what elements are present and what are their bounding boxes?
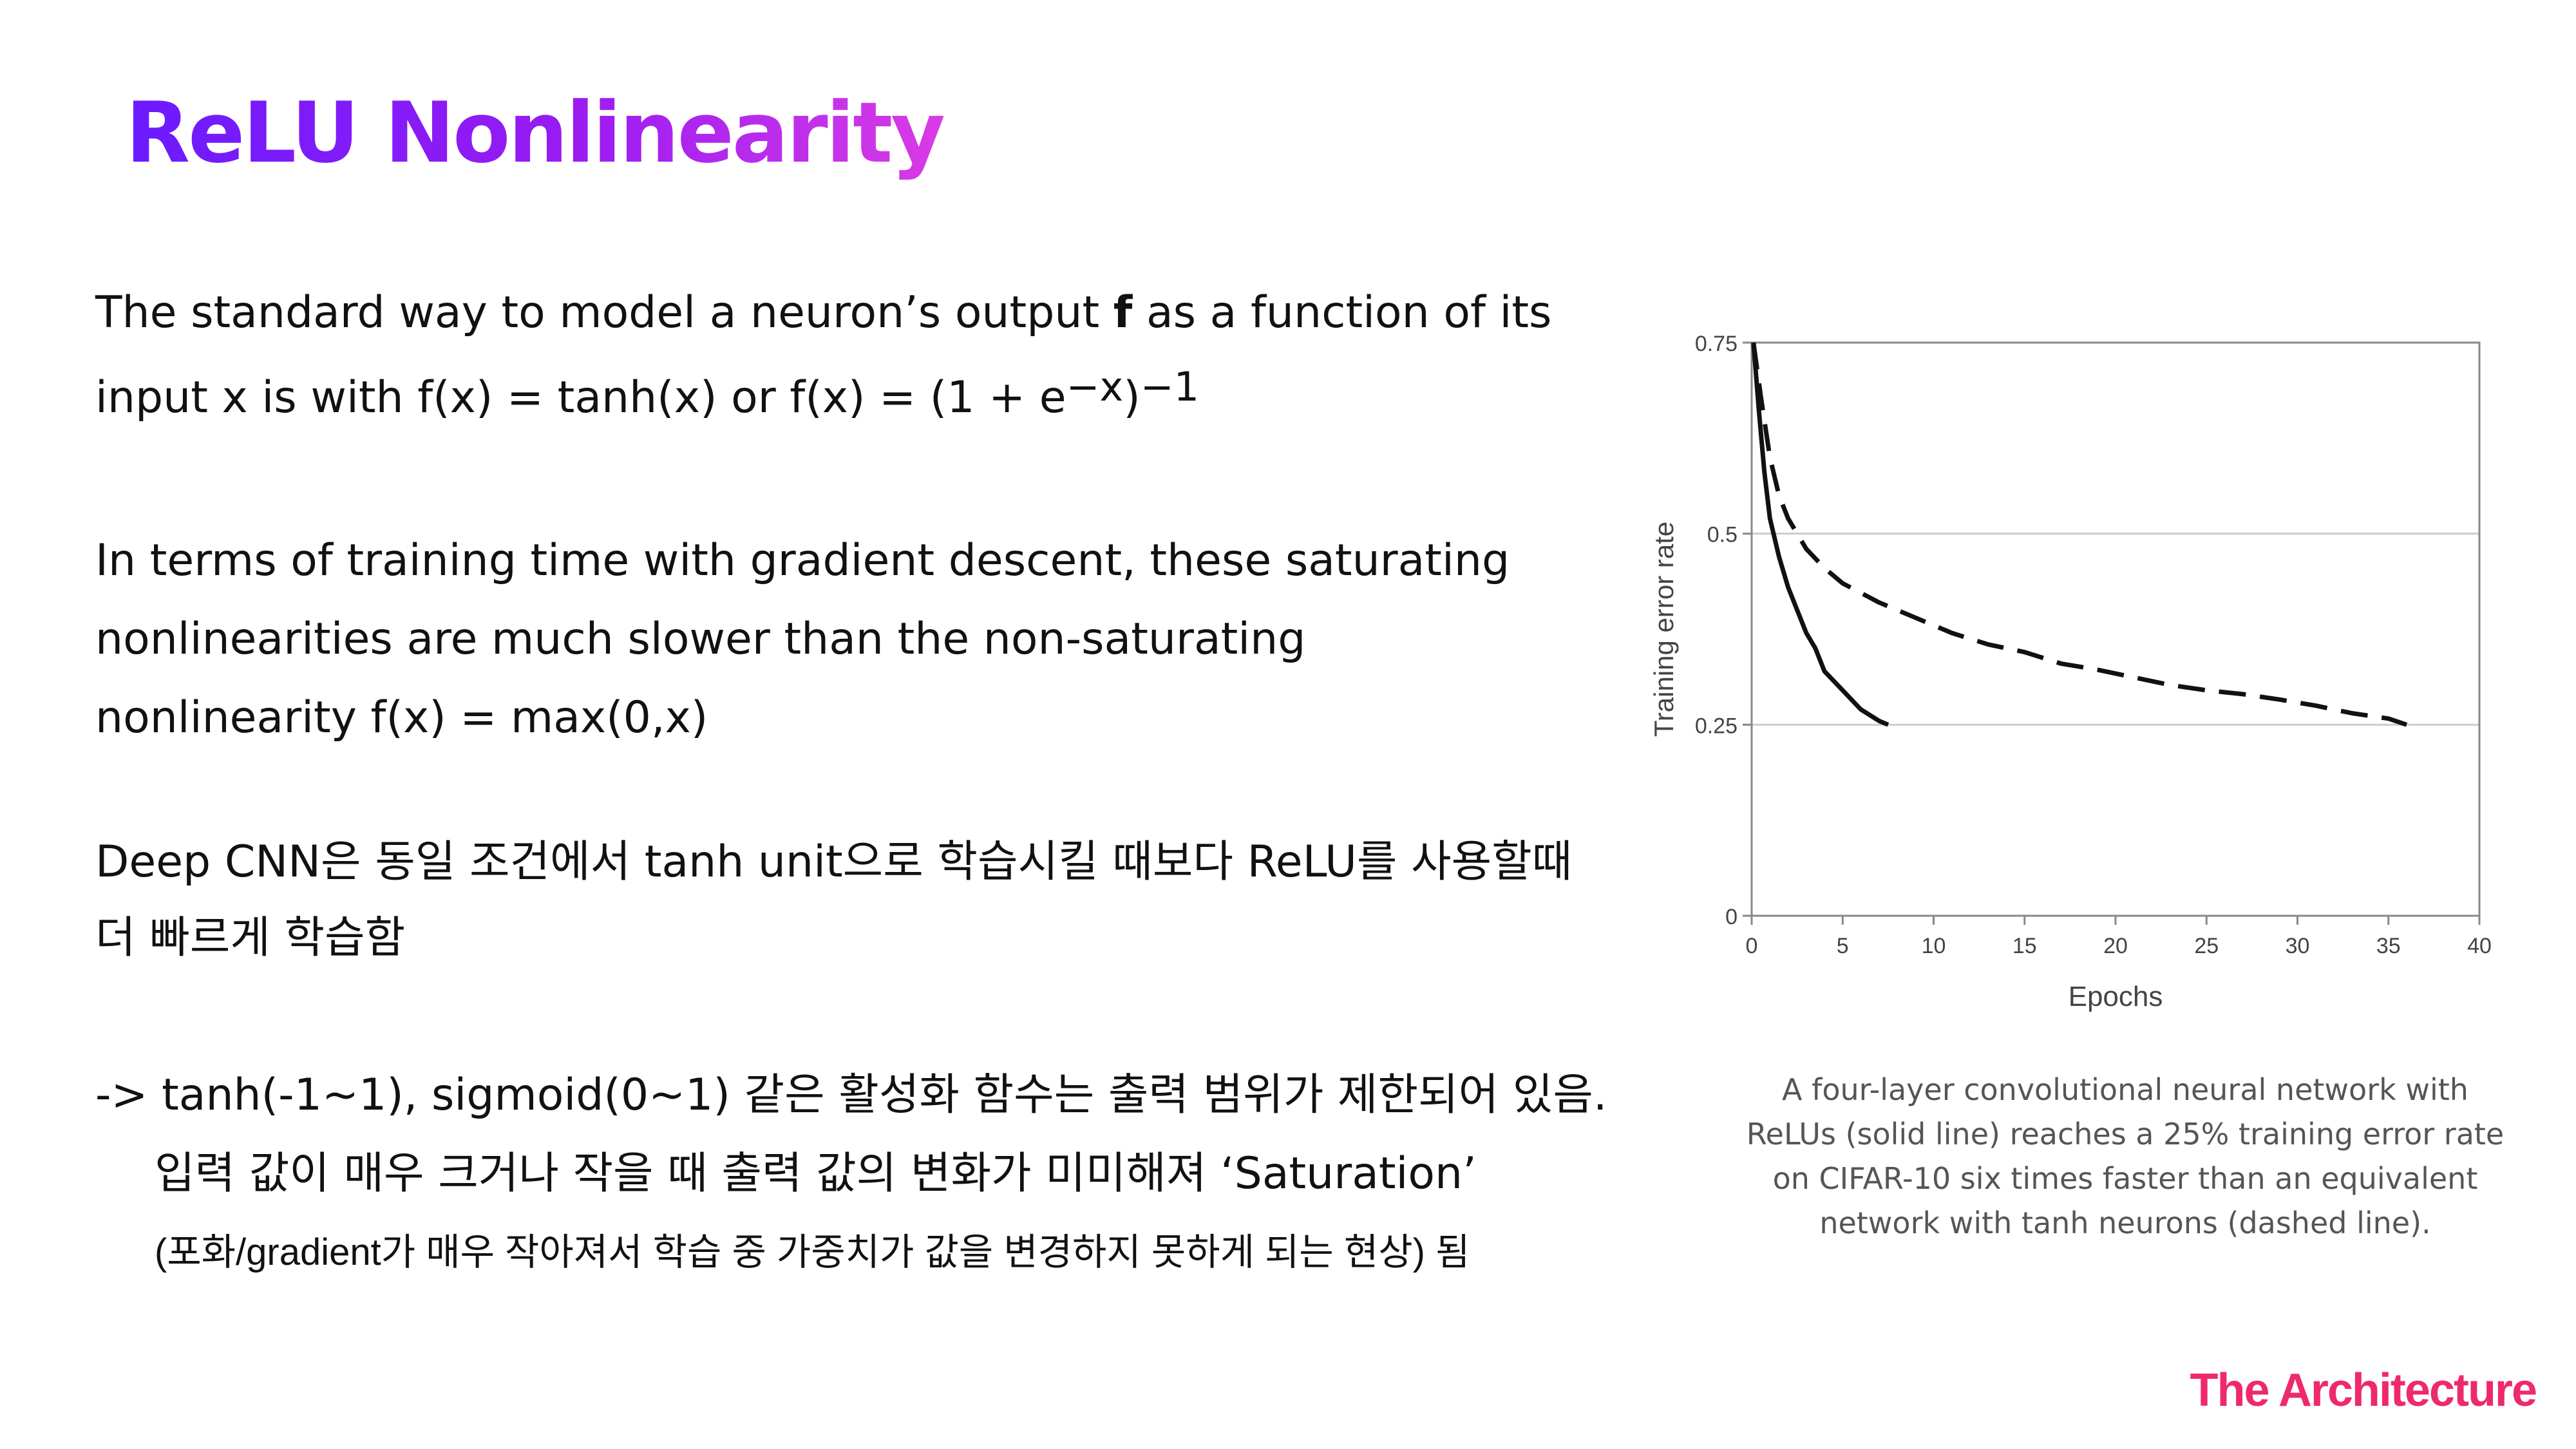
caption-line: network with tanh neurons (dashed line). — [1819, 1206, 2431, 1240]
x-tick-label: 15 — [2012, 934, 2037, 958]
tanh-dashed-line — [1751, 342, 2408, 727]
paragraph-line: In terms of training time with gradient … — [95, 535, 1510, 586]
x-tick-label: 25 — [2194, 934, 2219, 958]
figure-caption: A four-layer convolutional neural networ… — [1726, 1068, 2524, 1245]
x-tick-label: 20 — [2103, 934, 2128, 958]
paragraph-saturation-note: -> tanh(-1~1), sigmoid(0~1) 같은 활성화 함수는 출… — [95, 1056, 1607, 1292]
y-axis-label: Training error rate — [1649, 522, 1679, 737]
caption-line: ReLUs (solid line) reaches a 25% trainin… — [1746, 1117, 2505, 1151]
exponent: −1 — [1140, 363, 1200, 410]
paragraph-line: 더 빠르게 학습함 — [95, 913, 406, 963]
y-tick-label: 0.25 — [1695, 714, 1738, 738]
plot-frame — [1750, 341, 2481, 917]
training-error-chart: 0 0.25 0.5 0.75 0 5 10 15 20 25 30 35 40 Epochs Tra… — [1649, 332, 2492, 1012]
x-axis-ticks: 0 5 10 15 20 25 30 35 40 — [1746, 916, 2492, 958]
chart-grid — [1752, 341, 2479, 917]
paragraph-training-time: In terms of training time with gradient … — [95, 522, 1510, 757]
paragraph-line: input x is with f(x) = tanh(x) or f(x) =… — [95, 363, 1200, 423]
paragraph-korean-summary: Deep CNN은 동일 조건에서 tanh unit으로 학습시킬 때보다 R… — [95, 824, 1572, 976]
paragraph-line: nonlinearities are much slower than the … — [95, 614, 1306, 665]
x-tick-label: 10 — [1922, 934, 1946, 958]
y-axis-ticks: 0 0.25 0.5 0.75 — [1695, 332, 1752, 929]
relu-solid-line — [1751, 342, 1889, 727]
paragraph-line: The standard way to model a neuron’s out… — [95, 287, 1552, 338]
chart-series — [1751, 342, 2408, 727]
exponent: −x — [1066, 363, 1124, 410]
brand-logo-text: The Architecture — [2190, 1365, 2537, 1416]
caption-line: A four-layer convolutional neural networ… — [1782, 1072, 2468, 1107]
slide-title: ReLU Nonlinearity — [126, 84, 945, 182]
x-tick-label: 35 — [2376, 934, 2401, 958]
y-tick-label: 0.75 — [1695, 332, 1738, 356]
x-tick-label: 30 — [2286, 934, 2310, 958]
x-tick-label: 0 — [1746, 934, 1758, 958]
caption-line: on CIFAR-10 six times faster than an equ… — [1772, 1161, 2478, 1196]
x-axis-label: Epochs — [2069, 981, 2163, 1012]
paragraph-activation-functions: The standard way to model a neuron’s out… — [95, 270, 1551, 441]
paragraph-line: -> tanh(-1~1), sigmoid(0~1) 같은 활성화 함수는 출… — [95, 1070, 1607, 1121]
x-tick-label: 40 — [2467, 934, 2492, 958]
bold-f: f — [1113, 287, 1133, 338]
paragraph-line: nonlinearity f(x) = max(0,x) — [95, 692, 708, 743]
y-tick-label: 0.5 — [1707, 523, 1738, 547]
y-tick-label: 0 — [1725, 905, 1738, 929]
x-tick-label: 5 — [1837, 934, 1849, 958]
paragraph-line: 입력 값이 매우 크거나 작을 때 출력 값의 변화가 미미해져 ‘Satura… — [155, 1148, 1477, 1199]
paragraph-line: (포화/gradient가 매우 작아져서 학습 중 가중치가 값을 변경하지 … — [155, 1231, 1470, 1273]
paragraph-line: Deep CNN은 동일 조건에서 tanh unit으로 학습시킬 때보다 R… — [95, 837, 1573, 887]
